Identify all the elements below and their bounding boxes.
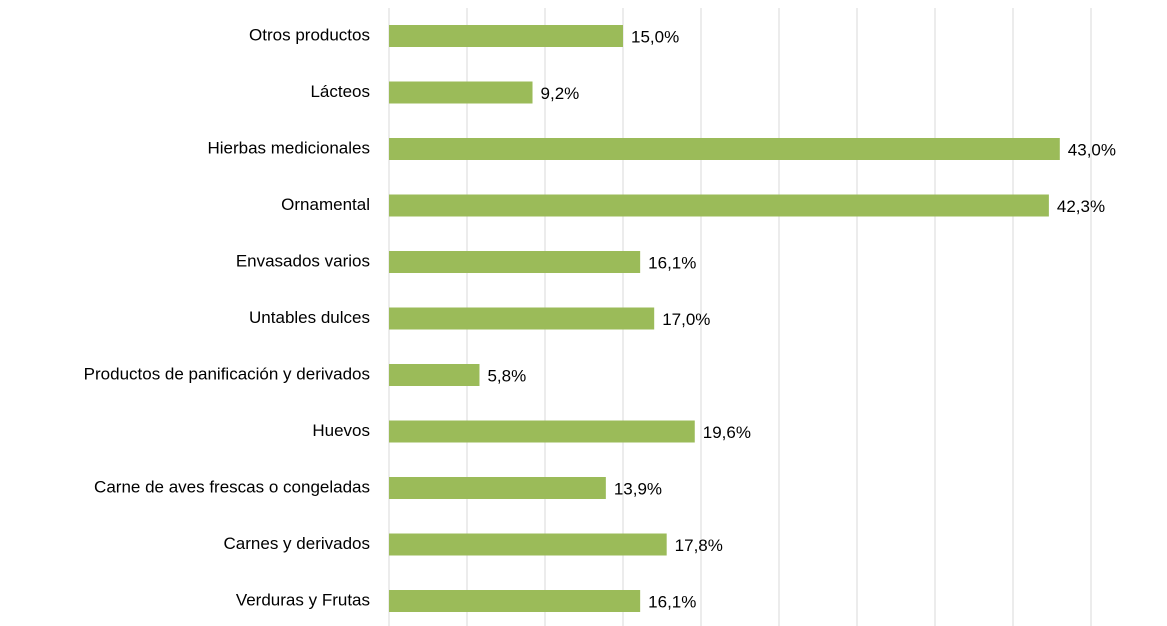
y-tick-label: Envasados varios (236, 251, 370, 270)
y-tick-label: Huevos (312, 421, 370, 440)
value-label: 5,8% (487, 366, 526, 385)
bar (389, 364, 480, 386)
bar (389, 251, 641, 273)
y-tick-label: Lácteos (310, 82, 370, 101)
value-label: 17,0% (662, 310, 710, 329)
value-label: 13,9% (614, 479, 662, 498)
value-label: 19,6% (703, 423, 751, 442)
bar (389, 307, 655, 330)
bar (389, 25, 623, 47)
value-label: 9,2% (541, 84, 580, 103)
y-tick-label: Untables dulces (249, 308, 370, 327)
value-label: 16,1% (648, 253, 696, 272)
bar (389, 138, 1060, 160)
y-tick-label: Carnes y derivados (224, 534, 370, 553)
y-tick-label: Carne de aves frescas o congeladas (94, 477, 370, 496)
bar (389, 477, 606, 499)
value-label: 42,3% (1057, 197, 1105, 216)
bar (389, 194, 1049, 217)
y-tick-label: Otros productos (249, 25, 370, 44)
y-tick-label: Verduras y Frutas (236, 590, 370, 609)
bar (389, 81, 533, 104)
bar (389, 533, 667, 556)
value-label: 17,8% (675, 536, 723, 555)
value-label: 43,0% (1068, 140, 1116, 159)
y-tick-label: Productos de panificación y derivados (84, 364, 370, 383)
bar (389, 420, 695, 443)
y-tick-label: Hierbas medicionales (207, 138, 370, 157)
value-label: 16,1% (648, 592, 696, 611)
y-tick-label: Ornamental (281, 195, 370, 214)
value-label: 15,0% (631, 27, 679, 46)
bar (389, 590, 641, 612)
